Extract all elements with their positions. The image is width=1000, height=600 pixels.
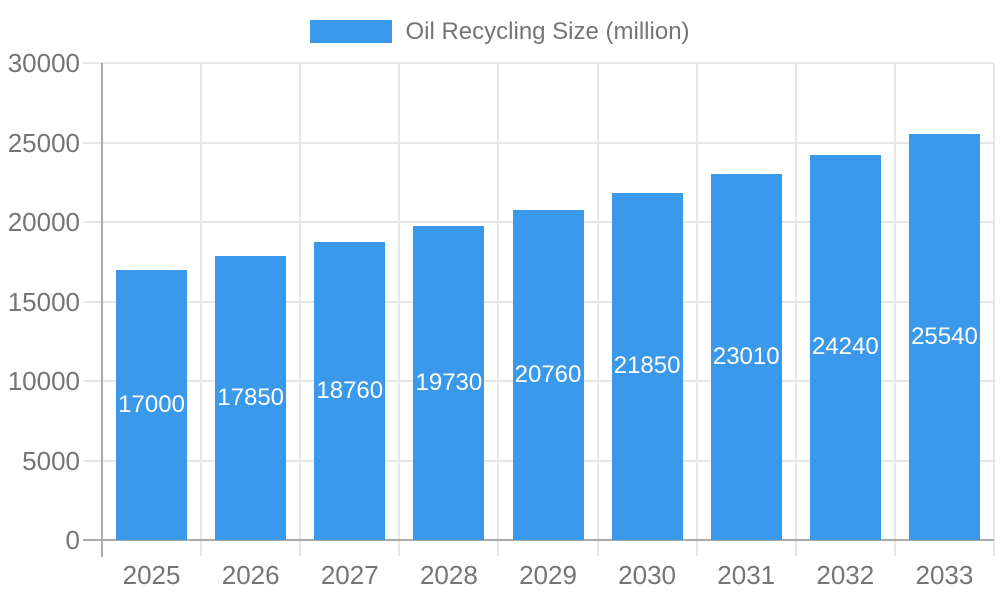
v-gridline [596, 63, 599, 540]
x-axis-tick [398, 540, 401, 556]
x-axis-label: 2032 [816, 560, 875, 590]
x-axis-tick [794, 540, 797, 556]
x-axis-label: 2028 [419, 560, 478, 590]
bar[interactable]: 21850 [611, 192, 683, 540]
v-gridline [299, 63, 302, 540]
x-axis-label: 2025 [122, 560, 181, 590]
v-gridline [695, 63, 698, 540]
h-gridline [83, 141, 994, 144]
bar-value-label: 17000 [118, 390, 185, 418]
bar-value-label: 25540 [911, 322, 978, 350]
bar-value-label: 18760 [316, 376, 384, 404]
y-axis-label: 0 [65, 525, 80, 555]
bar[interactable]: 20760 [512, 209, 584, 540]
y-axis-line [101, 63, 103, 557]
v-gridline [200, 63, 203, 540]
v-gridline [497, 63, 500, 540]
y-axis-label: 30000 [7, 48, 80, 78]
x-axis-label: 2026 [221, 560, 280, 590]
y-axis-label: 20000 [7, 207, 80, 237]
bar[interactable]: 17000 [116, 269, 188, 540]
bar-value-label: 19730 [415, 369, 483, 397]
bar[interactable]: 19730 [413, 226, 485, 540]
legend-swatch [310, 20, 393, 43]
x-axis-label: 2033 [915, 560, 974, 590]
legend-label: Oil Recycling Size (million) [405, 18, 690, 45]
bar-value-label: 17850 [217, 384, 285, 412]
bar[interactable]: 24240 [809, 154, 881, 540]
x-axis-label: 2029 [519, 560, 577, 590]
x-axis-line [83, 539, 994, 541]
bar-value-label: 20760 [514, 360, 582, 388]
v-gridline [794, 63, 797, 540]
v-gridline [398, 63, 401, 540]
bar-value-label: 24240 [811, 333, 879, 361]
bar[interactable]: 17850 [215, 256, 287, 540]
x-axis-tick [200, 540, 203, 556]
y-axis-label: 10000 [7, 366, 80, 396]
x-axis-tick [993, 540, 995, 556]
bar[interactable]: 25540 [908, 133, 980, 540]
x-axis-tick [497, 540, 500, 556]
x-axis-tick [695, 540, 698, 556]
legend[interactable]: Oil Recycling Size (million) [0, 19, 1000, 44]
x-axis-tick [596, 540, 599, 556]
bar-value-label: 21850 [613, 352, 681, 380]
bar[interactable]: 23010 [710, 174, 782, 540]
x-axis-label: 2027 [320, 560, 379, 590]
x-axis-label: 2030 [618, 560, 677, 590]
bar-value-label: 23010 [712, 343, 780, 371]
y-axis-label: 5000 [22, 445, 80, 476]
x-axis-label: 2031 [717, 560, 776, 590]
bar[interactable]: 18760 [314, 241, 386, 540]
v-gridline [993, 63, 995, 540]
x-axis-tick [893, 540, 896, 556]
x-axis-tick [299, 540, 302, 556]
h-gridline [83, 62, 994, 64]
v-gridline [893, 63, 896, 540]
y-axis-label: 25000 [7, 127, 80, 158]
y-axis-label: 15000 [7, 286, 80, 317]
